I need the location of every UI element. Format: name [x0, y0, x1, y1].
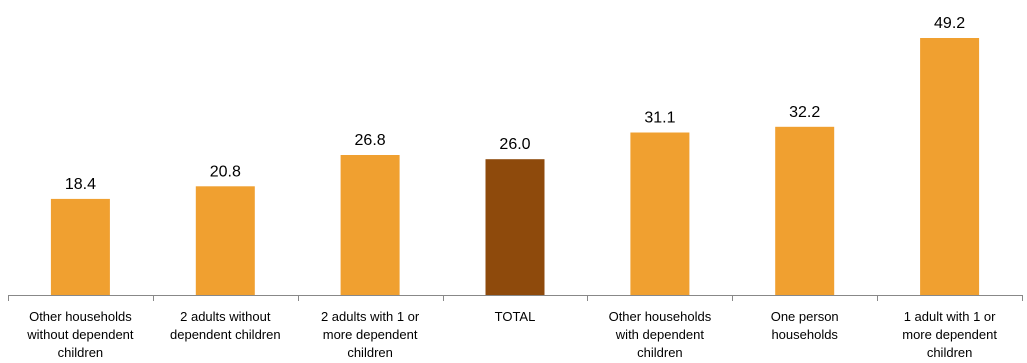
category-label: 1 adult with 1 or more dependent children	[902, 309, 997, 360]
bar	[920, 38, 980, 295]
category-label: Other households without dependent childre…	[26, 309, 134, 360]
category-label-line: dependent children	[170, 327, 281, 342]
bar	[50, 198, 110, 295]
bar	[485, 159, 545, 295]
bar-value-label: 20.8	[210, 163, 241, 180]
category-label-line: Other households	[29, 309, 132, 324]
category-label-line: without dependent	[26, 327, 134, 342]
category-label-line: Other households	[609, 309, 712, 324]
category-label-line: 2 adults without	[180, 309, 271, 324]
category-label-line: more dependent	[902, 327, 997, 342]
category-label-line: 1 adult with 1 or	[904, 309, 996, 324]
category-label-line: children	[927, 345, 973, 360]
category-label: 2 adults without dependent children	[170, 309, 281, 342]
bar-value-label: 31.1	[644, 110, 675, 127]
category-label-line: One person	[771, 309, 839, 324]
bar	[340, 155, 400, 295]
category-label: TOTAL	[495, 309, 536, 324]
bar-value-label: 49.2	[934, 15, 965, 32]
bar	[195, 186, 255, 295]
category-label: Other households with dependent children	[609, 309, 712, 360]
bar-value-label: 26.8	[355, 132, 386, 149]
category-label-line: more dependent	[323, 327, 418, 342]
category-label-line: children	[58, 345, 104, 360]
category-label-line: households	[771, 327, 838, 342]
x-axis	[8, 295, 1023, 301]
bar-value-label: 18.4	[65, 176, 96, 193]
category-label-line: with dependent	[615, 327, 705, 342]
category-label-line: 2 adults with 1 or	[321, 309, 420, 324]
category-label: 2 adults with 1 or more dependent children	[321, 309, 420, 360]
bar-value-label: 26.0	[499, 136, 530, 153]
category-label-line: children	[347, 345, 393, 360]
category-label-line: children	[637, 345, 683, 360]
bar	[775, 126, 835, 295]
bar-value-label: 32.2	[789, 104, 820, 121]
category-labels-layer: Other households without dependent childre…	[26, 309, 997, 360]
category-label-line: TOTAL	[495, 309, 536, 324]
bar	[630, 132, 690, 295]
value-labels-layer: 18.4 20.8 26.8 26.0 31.1 32.2 49.2	[65, 15, 965, 193]
bars-layer	[50, 38, 980, 295]
category-label: One person households	[771, 309, 839, 342]
